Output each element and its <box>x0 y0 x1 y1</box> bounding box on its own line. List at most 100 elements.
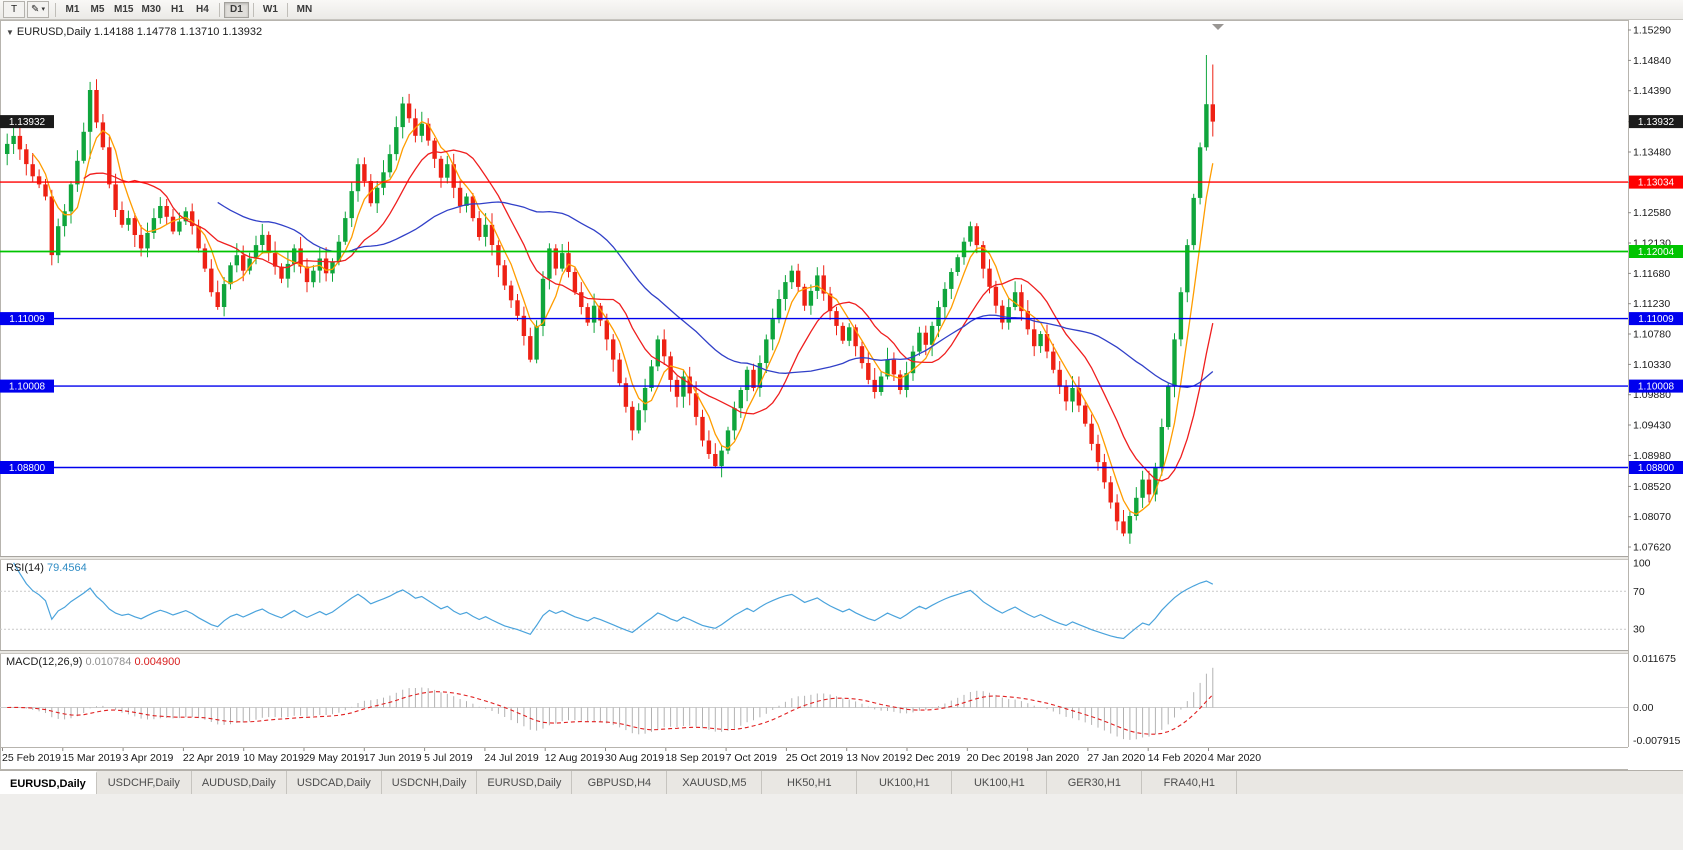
rsi-axis-label: 30 <box>1633 624 1645 636</box>
price-chart[interactable]: 25 Feb 2019 15 Mar 2019 3 Apr 2019 22 Apr 2… <box>0 20 1683 770</box>
timeframe-w1[interactable]: W1 <box>258 2 283 18</box>
time-axis-label: 4 Mar 2020 <box>1208 752 1261 764</box>
chart-tab-xauusd-m5[interactable]: XAUUSD,M5 <box>667 771 763 794</box>
pane-splitter[interactable] <box>0 650 1683 654</box>
macd-axis-label: 0.00 <box>1633 702 1654 714</box>
time-axis-label: 12 Aug 2019 <box>545 752 604 764</box>
macd-signal-line <box>7 691 1214 735</box>
time-axis-label: 25 Feb 2019 <box>2 752 61 764</box>
toolbar-separator <box>252 2 254 17</box>
price-tag-label: 1.10008 <box>1638 382 1675 393</box>
time-axis-label: 25 Oct 2019 <box>786 752 843 764</box>
timeframe-m30[interactable]: M30 <box>137 2 164 18</box>
price-tag-label: 1.11009 <box>1638 314 1674 325</box>
time-axis-label: 20 Dec 2019 <box>967 752 1027 764</box>
time-axis-label: 18 Sep 2019 <box>665 752 725 764</box>
chart-tab-uk100-h1[interactable]: UK100,H1 <box>857 771 953 794</box>
macd-axis-label: -0.007915 <box>1633 735 1680 747</box>
price-axis-label: 1.12580 <box>1633 207 1671 219</box>
chart-tab-gbpusd-h4[interactable]: GBPUSD,H4 <box>572 771 668 794</box>
timeframe-m5[interactable]: M5 <box>85 2 110 18</box>
price-axis-label: 1.11230 <box>1633 298 1670 310</box>
price-axis-label: 1.08520 <box>1633 481 1671 493</box>
chart-shift-marker[interactable] <box>1212 24 1224 30</box>
timeframe-group: M1 M5 M15 M30 H1 H4 D1 W1 MN <box>60 1 317 18</box>
rsi-axis-label: 70 <box>1633 586 1645 598</box>
timeframe-h4[interactable]: H4 <box>190 2 215 18</box>
price-tag-label: 1.08800 <box>9 463 46 474</box>
template-icon: T <box>10 3 18 15</box>
candlestick-series <box>5 55 1215 544</box>
time-axis-label: 24 Jul 2019 <box>484 752 538 764</box>
top-toolbar: T ✎ ▾ M1 M5 M15 M30 H1 H4 D1 W1 MN <box>0 0 1683 20</box>
chart-tab-fra40-h1[interactable]: FRA40,H1 <box>1142 771 1238 794</box>
price-tag-label: 1.13932 <box>1638 117 1675 128</box>
timeframe-h1[interactable]: H1 <box>165 2 190 18</box>
chart-tab-bar: EURUSD,Daily USDCHF,Daily AUDUSD,Daily USDC… <box>0 770 1683 794</box>
moving-average-34 <box>217 201 1214 388</box>
window-background <box>0 794 1683 850</box>
timeframe-m15[interactable]: M15 <box>110 2 137 18</box>
price-axis-label: 1.14390 <box>1633 85 1671 97</box>
toolbar-separator <box>218 2 220 17</box>
rsi-axis-label: 100 <box>1633 557 1651 569</box>
chart-tab-eurusd-daily[interactable]: EURUSD,Daily <box>477 771 573 794</box>
time-axis-label: 13 Nov 2019 <box>846 752 906 764</box>
time-axis-label: 3 Apr 2019 <box>123 752 174 764</box>
time-axis-label: 27 Jan 2020 <box>1087 752 1145 764</box>
price-axis[interactable] <box>1628 20 1683 770</box>
chart-tab-usdcnh-daily[interactable]: USDCNH,Daily <box>381 771 478 794</box>
price-tag <box>0 461 54 474</box>
chart-tab-hk50-h1[interactable]: HK50,H1 <box>762 771 858 794</box>
time-axis-label: 15 Mar 2019 <box>62 752 121 764</box>
price-tag-label: 1.13034 <box>1638 178 1675 189</box>
chart-tab-usdcad-daily[interactable]: USDCAD,Daily <box>286 771 382 794</box>
price-axis-label: 1.13480 <box>1633 147 1671 159</box>
toolbar-separator <box>55 2 56 17</box>
price-tag <box>0 115 54 129</box>
price-axis-label: 1.15290 <box>1633 25 1671 37</box>
chart-tab-ger30-h1[interactable]: GER30,H1 <box>1047 771 1143 794</box>
chart-tab-eurusd-daily[interactable]: EURUSD,Daily <box>0 771 97 794</box>
time-axis-label: 14 Feb 2020 <box>1148 752 1207 764</box>
timeframe-m1[interactable]: M1 <box>60 2 85 18</box>
time-axis-label: 29 May 2019 <box>304 752 365 764</box>
price-axis-label: 1.10780 <box>1633 329 1671 341</box>
pane-splitter[interactable] <box>0 556 1683 560</box>
price-axis-label: 1.08070 <box>1633 511 1671 523</box>
price-axis-label: 1.14840 <box>1633 55 1671 67</box>
toolbar-separator <box>286 2 288 17</box>
time-axis-label: 7 Oct 2019 <box>726 752 778 764</box>
time-axis-label: 2 Dec 2019 <box>907 752 961 764</box>
price-tag-label: 1.13932 <box>9 117 46 128</box>
time-axis-label: 30 Aug 2019 <box>605 752 664 764</box>
price-axis-label: 1.11680 <box>1633 268 1670 280</box>
macd-axis-label: 0.011675 <box>1633 653 1676 665</box>
time-axis-label: 22 Apr 2019 <box>183 752 240 764</box>
time-axis-label: 10 May 2019 <box>243 752 304 764</box>
drawing-tool-button[interactable]: ✎ ▾ <box>27 1 49 18</box>
chart-window: 25 Feb 2019 15 Mar 2019 3 Apr 2019 22 Apr 2… <box>0 20 1683 770</box>
chart-tab-uk100-h1[interactable]: UK100,H1 <box>952 771 1048 794</box>
price-tag <box>1629 312 1683 326</box>
timeframe-mn[interactable]: MN <box>292 2 317 18</box>
drawing-tool-icon: ✎ <box>31 3 40 15</box>
time-axis-label: 17 Jun 2019 <box>364 752 422 764</box>
moving-average-13 <box>83 149 1214 482</box>
dropdown-caret-icon: ▾ <box>41 6 45 13</box>
chart-tab-usdchf-daily[interactable]: USDCHF,Daily <box>96 771 192 794</box>
chart-background <box>0 20 1683 770</box>
price-tag-label: 1.11009 <box>9 314 45 325</box>
price-tag <box>1629 245 1683 258</box>
time-axis-label: 8 Jan 2020 <box>1027 752 1079 764</box>
price-axis-label: 1.07620 <box>1633 542 1671 554</box>
chart-template-button[interactable]: T <box>3 1 25 18</box>
price-tag-label: 1.08800 <box>1638 463 1675 474</box>
moving-average-5 <box>32 120 1214 516</box>
price-tag <box>0 379 54 393</box>
time-axis-label: 5 Jul 2019 <box>424 752 473 764</box>
chart-tab-audusd-daily[interactable]: AUDUSD,Daily <box>191 771 287 794</box>
rsi-line <box>13 562 1214 640</box>
timeframe-d1[interactable]: D1 <box>223 1 249 18</box>
